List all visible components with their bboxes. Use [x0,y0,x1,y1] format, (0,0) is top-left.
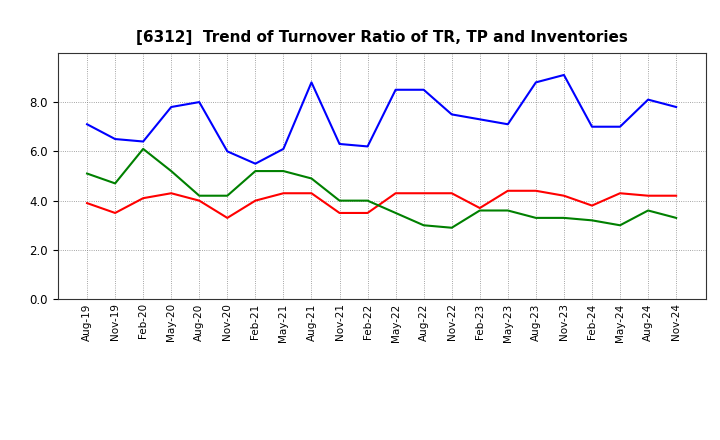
Trade Payables [223,149,232,154]
Trade Payables [616,124,624,129]
Trade Receivables [83,201,91,206]
Trade Payables [503,121,512,127]
Line: Inventories: Inventories [87,149,676,228]
Inventories [307,176,316,181]
Trade Payables [111,136,120,142]
Trade Payables [336,141,344,147]
Trade Payables [447,112,456,117]
Trade Payables [588,124,596,129]
Inventories [223,193,232,198]
Trade Payables [475,117,484,122]
Inventories [588,218,596,223]
Trade Payables [419,87,428,92]
Trade Receivables [223,215,232,220]
Inventories [279,169,288,174]
Trade Receivables [336,210,344,216]
Inventories [167,169,176,174]
Inventories [111,181,120,186]
Trade Payables [531,80,540,85]
Trade Receivables [307,191,316,196]
Line: Trade Payables: Trade Payables [87,75,676,164]
Trade Receivables [139,195,148,201]
Inventories [419,223,428,228]
Inventories [559,215,568,220]
Trade Receivables [391,191,400,196]
Inventories [139,146,148,151]
Trade Receivables [644,193,652,198]
Inventories [336,198,344,203]
Inventories [251,169,260,174]
Title: [6312]  Trend of Turnover Ratio of TR, TP and Inventories: [6312] Trend of Turnover Ratio of TR, TP… [135,29,628,45]
Trade Receivables [447,191,456,196]
Trade Receivables [672,193,680,198]
Trade Payables [83,121,91,127]
Inventories [644,208,652,213]
Trade Payables [167,104,176,110]
Inventories [391,210,400,216]
Trade Receivables [531,188,540,194]
Trade Payables [644,97,652,102]
Trade Receivables [559,193,568,198]
Inventories [195,193,204,198]
Trade Receivables [419,191,428,196]
Trade Receivables [588,203,596,208]
Trade Payables [307,80,316,85]
Inventories [531,215,540,220]
Trade Payables [364,144,372,149]
Inventories [83,171,91,176]
Inventories [503,208,512,213]
Trade Receivables [195,198,204,203]
Inventories [475,208,484,213]
Trade Receivables [111,210,120,216]
Trade Receivables [475,205,484,211]
Trade Payables [559,72,568,77]
Inventories [672,215,680,220]
Inventories [616,223,624,228]
Trade Payables [279,146,288,151]
Trade Receivables [364,210,372,216]
Trade Receivables [251,198,260,203]
Trade Payables [195,99,204,105]
Trade Payables [139,139,148,144]
Trade Receivables [616,191,624,196]
Trade Receivables [167,191,176,196]
Trade Receivables [503,188,512,194]
Inventories [364,198,372,203]
Trade Payables [391,87,400,92]
Trade Payables [251,161,260,166]
Trade Receivables [279,191,288,196]
Line: Trade Receivables: Trade Receivables [87,191,676,218]
Inventories [447,225,456,231]
Trade Payables [672,104,680,110]
